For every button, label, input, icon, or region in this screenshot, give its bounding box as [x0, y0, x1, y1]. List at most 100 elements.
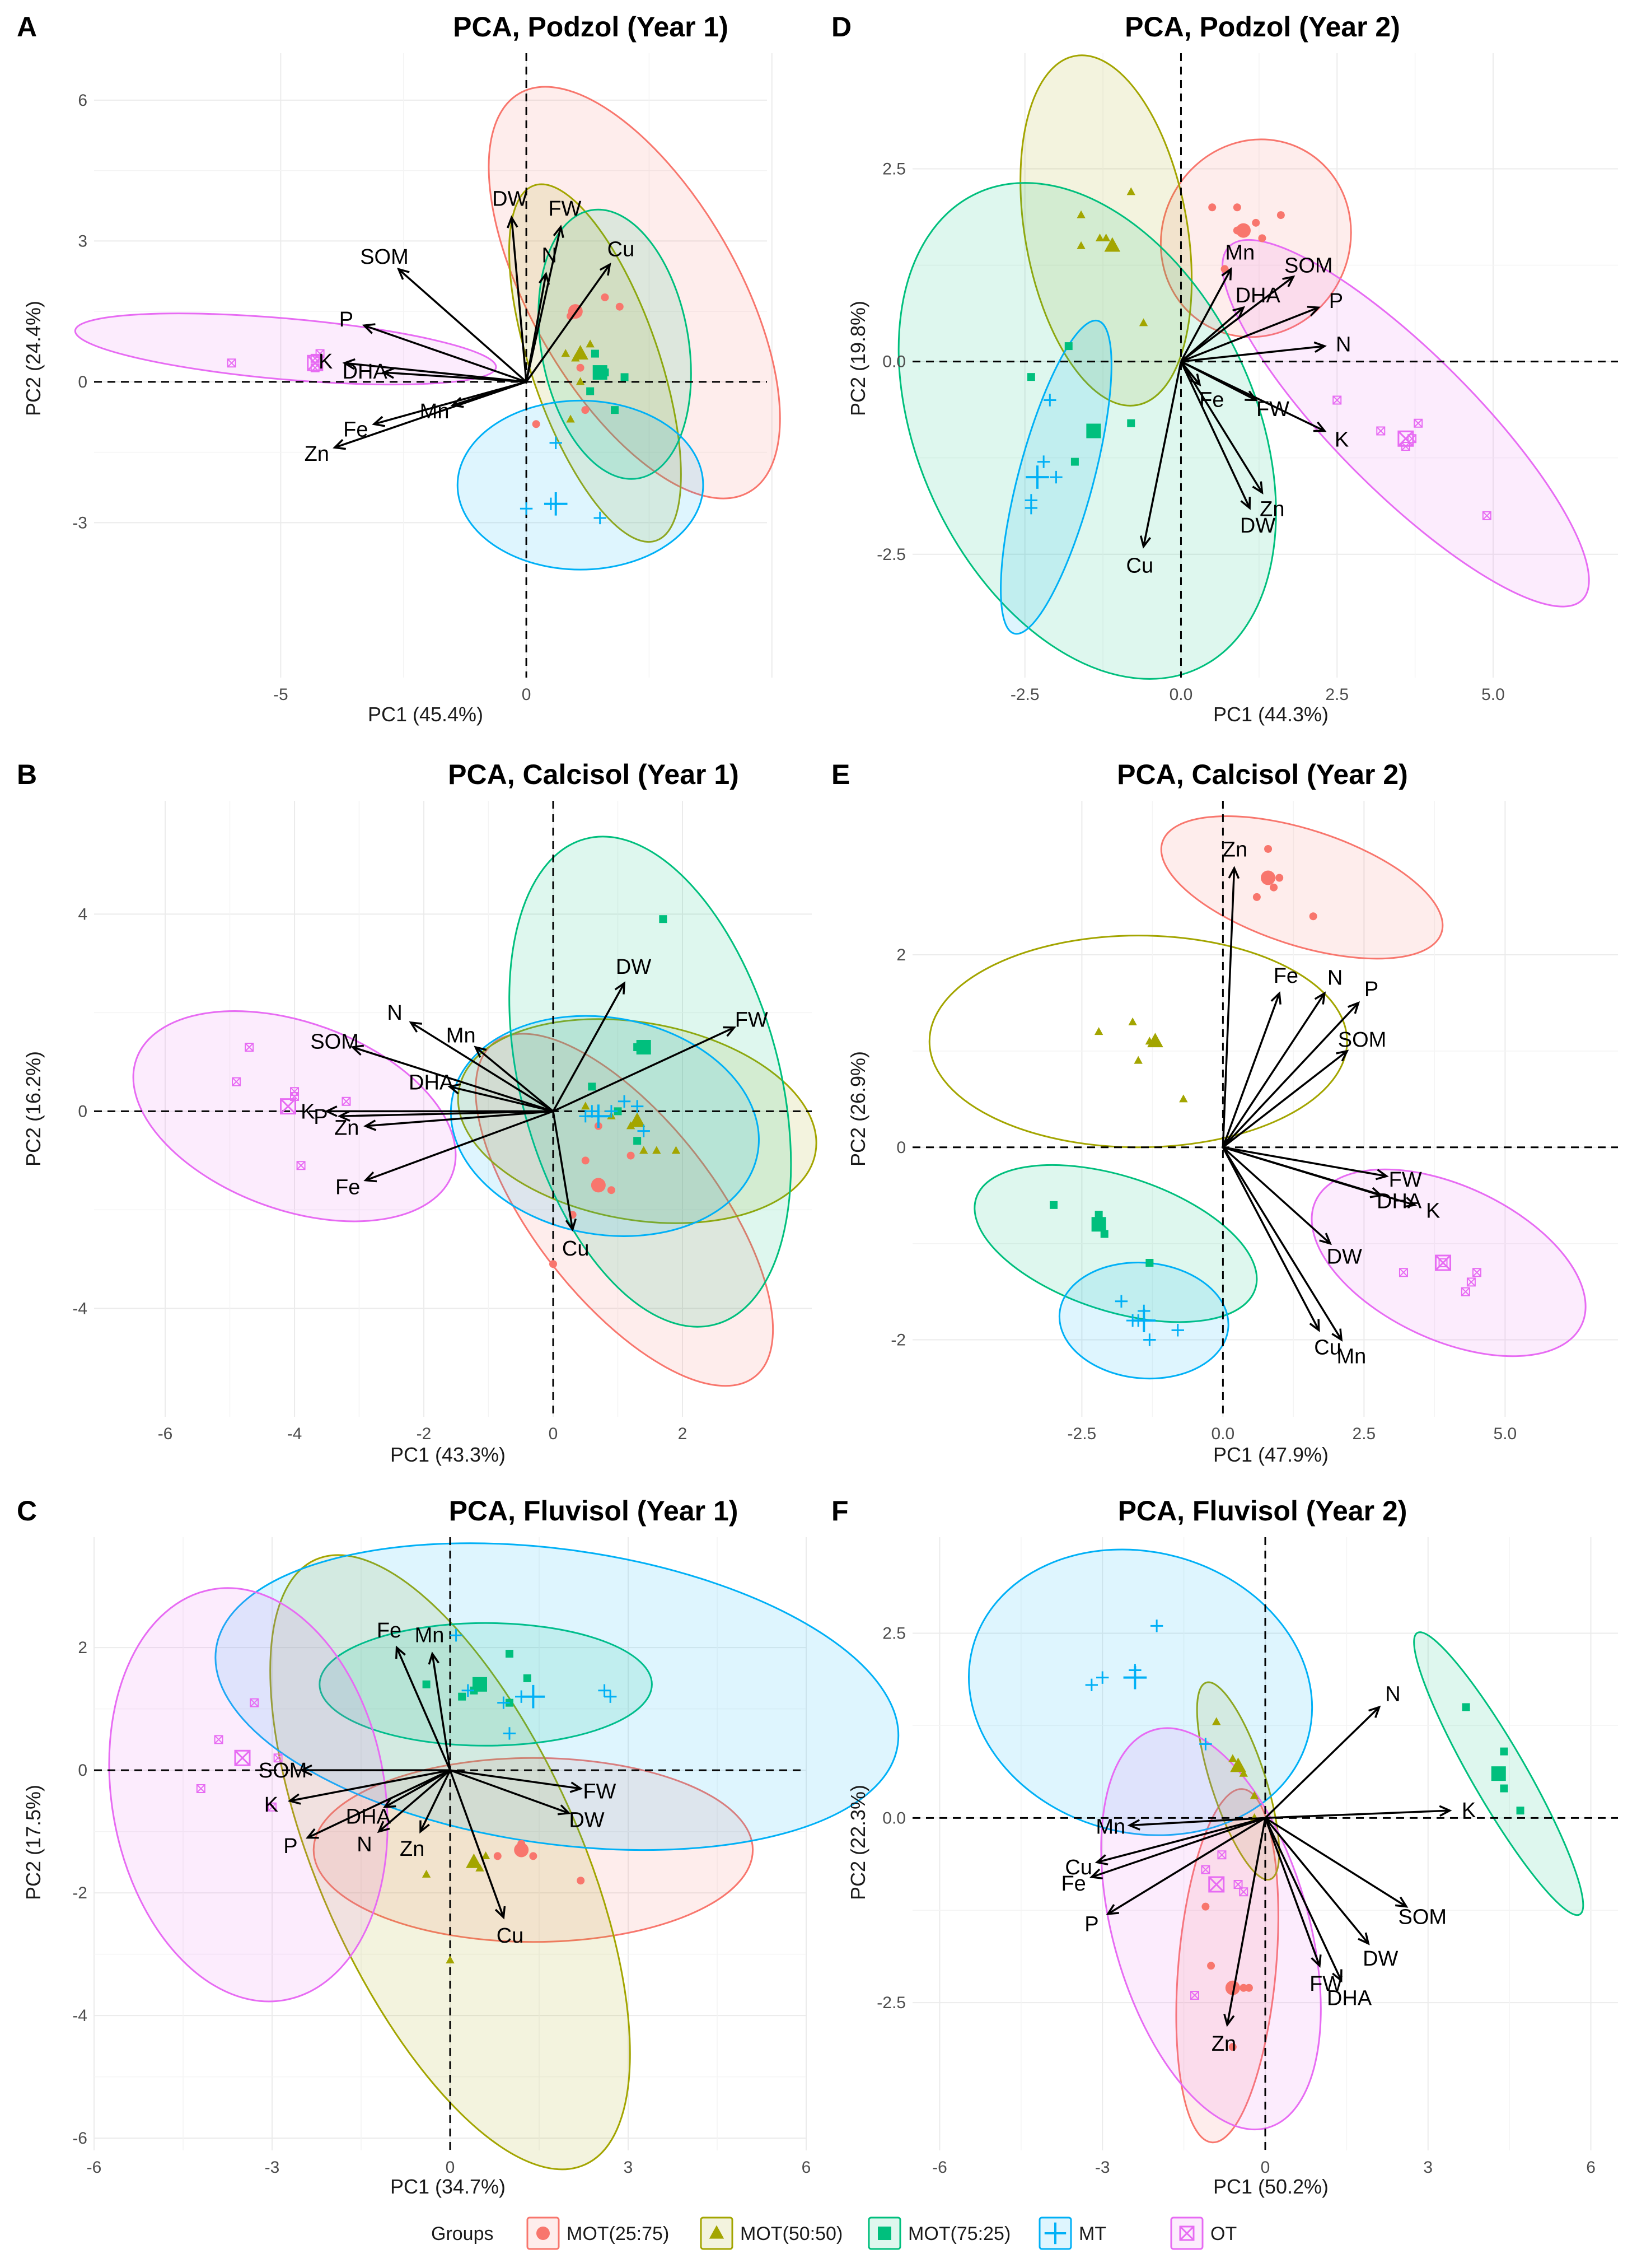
y-tick-label: 0.0	[882, 1809, 906, 1827]
legend-item: MOT(75:25)	[868, 2216, 1011, 2250]
loading-label: P	[1329, 290, 1343, 313]
panel-letter: E	[831, 759, 850, 790]
data-point	[1482, 511, 1491, 520]
legend-label: OT	[1210, 2223, 1237, 2244]
loading-label: FW	[583, 1780, 616, 1804]
loading-arrow-p	[337, 1110, 554, 1122]
loading-arrow-p	[305, 1769, 451, 1839]
legend-label: MOT(50:50)	[740, 2223, 843, 2244]
loading-label: DHA	[1236, 284, 1281, 307]
loading-label: Zn	[305, 442, 329, 466]
group-centroid	[1086, 423, 1101, 438]
confidence-ellipse	[1222, 239, 1590, 608]
data-point	[586, 387, 595, 395]
data-point	[1516, 1807, 1524, 1815]
data-point	[245, 1043, 254, 1052]
data-point	[1276, 211, 1285, 220]
data-point	[1145, 1259, 1154, 1267]
data-point	[227, 358, 236, 368]
y-tick-label: 3	[78, 232, 87, 250]
y-tick-label: -3	[72, 514, 87, 532]
y-axis-label: PC2 (16.2%)	[22, 1051, 45, 1166]
data-point	[1207, 1962, 1215, 1970]
x-axis-label: PC1 (44.3%)	[1213, 703, 1329, 726]
data-point	[1461, 1287, 1470, 1296]
data-point	[290, 1087, 300, 1096]
data-point	[577, 1877, 585, 1885]
confidence-ellipse	[1196, 1681, 1280, 1881]
group-centroid	[1132, 1309, 1156, 1332]
loading-label: Fe	[1061, 1872, 1086, 1896]
data-point	[549, 436, 562, 450]
loading-arrow-fe	[372, 381, 527, 427]
group-centroid	[473, 1677, 487, 1692]
data-point	[549, 1260, 558, 1268]
data-point	[1245, 1984, 1253, 1992]
loading-label: SOM	[1284, 254, 1333, 278]
legend: Groups MOT(25:75) MOT(50:50) MOT(75:25) MT O…	[431, 2216, 1237, 2250]
data-point	[1027, 373, 1035, 381]
data-point	[633, 1137, 642, 1145]
data-point	[1500, 1747, 1508, 1756]
panel-letter: B	[17, 759, 37, 790]
loading-label: SOM	[1338, 1028, 1387, 1052]
legend-item: OT	[1170, 2216, 1237, 2250]
y-tick-label: 2	[896, 946, 906, 964]
x-tick-label: -2.5	[1011, 685, 1040, 704]
data-point	[1228, 2043, 1237, 2051]
data-point	[614, 1107, 622, 1116]
loading-label: K	[1335, 428, 1349, 451]
group-centroid	[629, 1112, 646, 1127]
loading-arrow-mn	[1222, 1146, 1343, 1342]
loading-arrow-mn	[428, 1651, 451, 1771]
loading-arrow-k	[287, 1769, 451, 1805]
data-point	[639, 1146, 648, 1154]
y-tick-label: -2	[72, 1884, 87, 1902]
x-tick-label: 0.0	[1170, 685, 1193, 704]
x-tick-label: 0	[522, 685, 531, 704]
x-tick-label: 2	[678, 1425, 687, 1443]
data-point	[342, 1096, 351, 1106]
legend-marker	[709, 2225, 724, 2239]
loading-label: DHA	[343, 360, 388, 384]
data-point	[576, 377, 585, 385]
loading-arrow-zn	[1222, 866, 1240, 1147]
data-point	[1190, 1990, 1199, 2000]
data-point	[1500, 1784, 1508, 1793]
data-point	[1150, 1620, 1163, 1632]
loading-label: Mn	[1225, 241, 1255, 265]
loading-arrow-zn	[419, 1770, 451, 1834]
data-point	[250, 1698, 259, 1707]
loading-arrow-n	[1181, 341, 1327, 363]
loading-arrow-mn	[1127, 1817, 1266, 1831]
group-centroid	[1104, 237, 1121, 252]
loading-arrow-k	[1180, 361, 1327, 432]
y-axis-label: PC2 (19.8%)	[846, 301, 869, 416]
data-point	[1212, 1717, 1221, 1725]
data-point	[630, 1100, 644, 1113]
loading-label: SOM	[310, 1030, 359, 1054]
legend-label: MT	[1079, 2223, 1106, 2244]
loading-label: K	[301, 1100, 315, 1123]
loading-label: P	[283, 1835, 297, 1858]
data-point	[1064, 342, 1073, 351]
loading-arrow-som	[396, 267, 527, 383]
data-point	[581, 1102, 590, 1110]
data-point	[450, 1629, 462, 1642]
y-tick-label: -4	[72, 1299, 87, 1318]
y-tick-label: 2	[78, 1639, 87, 1657]
data-point	[1025, 501, 1038, 515]
x-tick-label: -6	[932, 2158, 947, 2177]
legend-label: MOT(75:25)	[908, 2223, 1011, 2244]
data-point	[296, 1161, 306, 1170]
data-point	[1077, 241, 1086, 249]
data-point	[1228, 1754, 1237, 1762]
loading-arrow-zn	[1180, 361, 1264, 495]
x-tick-label: -6	[87, 2158, 102, 2177]
y-tick-label: -2	[891, 1331, 906, 1350]
loading-label: DHA	[1377, 1190, 1422, 1214]
group-centroid	[1225, 1980, 1240, 1995]
data-point	[1472, 1268, 1481, 1277]
loading-arrow-som	[299, 1764, 450, 1776]
loading-arrow-mn	[474, 1046, 554, 1112]
